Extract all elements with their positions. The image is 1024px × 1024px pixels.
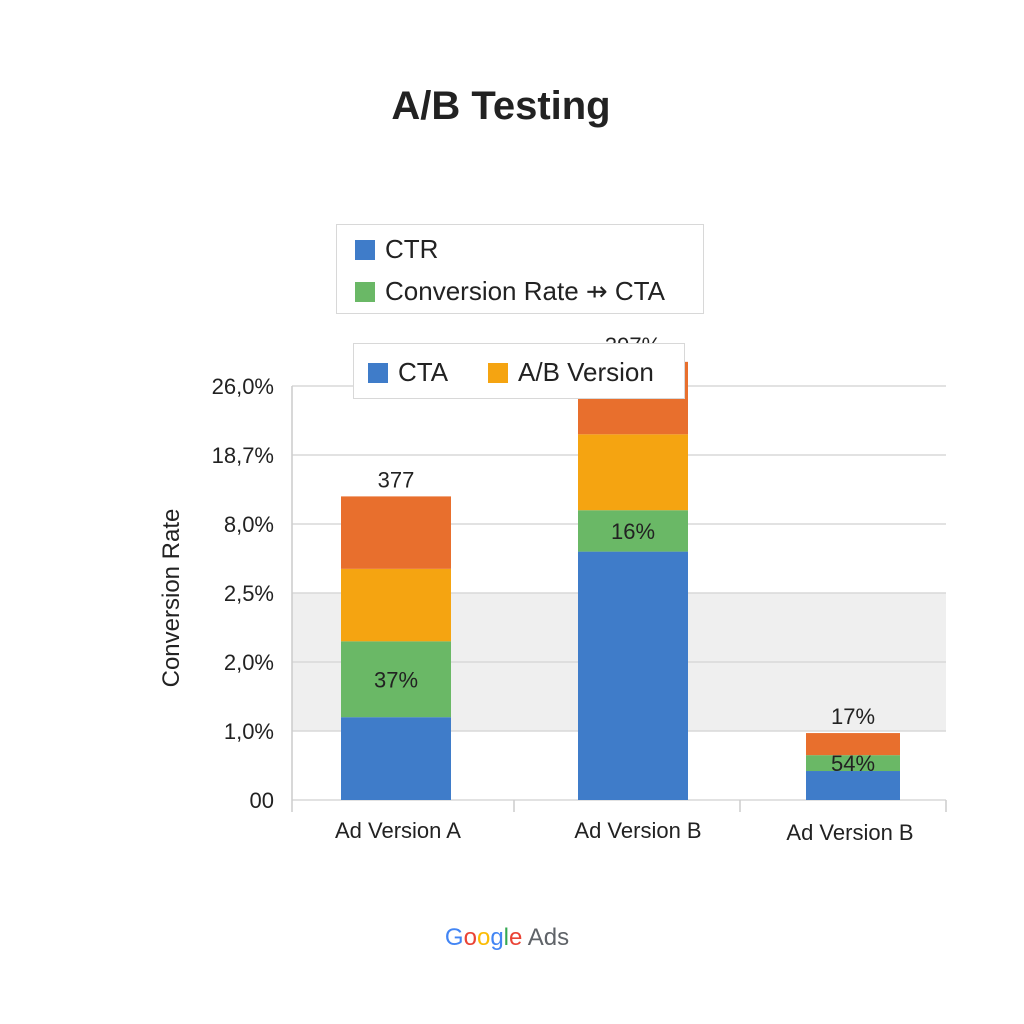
legend-swatch-ctr: [355, 239, 375, 260]
bar-segment: [341, 496, 451, 569]
data-label: 16%: [611, 519, 655, 544]
x-tick-label: Ad Version A: [335, 818, 461, 843]
ads-wordmark: Ads: [527, 924, 570, 951]
y-tick-label: 1,0%: [224, 719, 274, 744]
bar-segment: [341, 717, 451, 800]
legend-item-ab-version: A/B Version: [488, 357, 654, 388]
legend-item-cta: CTA: [368, 357, 448, 388]
legend-swatch-ab-version: [488, 362, 508, 383]
bar-segment: [578, 434, 688, 511]
y-tick-label: 8,0%: [224, 512, 274, 537]
bar-segment: [578, 510, 688, 552]
legend-item-conversion-rate: Conversion Rate ⇸ CTA: [355, 276, 665, 307]
legend-primary: CTR Conversion Rate ⇸ CTA: [336, 224, 704, 314]
google-wordmark: Google: [444, 924, 523, 951]
legend-swatch-conversion-rate: [355, 281, 375, 302]
legend-label-conversion-rate: Conversion Rate ⇸ CTA: [385, 276, 665, 306]
y-tick-label: 2,5%: [224, 581, 274, 606]
y-tick-label: 00: [250, 788, 274, 813]
legend-label-cta: CTA: [398, 357, 449, 387]
y-tick-label: 26,0%: [212, 374, 274, 399]
data-label: 37%: [374, 667, 418, 692]
bar-segment: [341, 568, 451, 642]
bar-segment: [806, 733, 900, 756]
y-axis-title: Conversion Rate: [158, 509, 185, 688]
legend-item-ctr: CTR: [355, 234, 438, 265]
google-ads-logo: Google Ads: [0, 924, 1014, 952]
legend-label-ctr: CTR: [385, 234, 439, 264]
y-tick-label: 18,7%: [212, 443, 274, 468]
bar-segment: [806, 755, 900, 772]
bar-total-label: 377: [378, 467, 415, 492]
x-tick-label: Ad Version B: [574, 818, 701, 843]
bar-segment: [341, 641, 451, 718]
x-tick-label: Ad Version B: [786, 820, 913, 845]
legend-label-ab-version: A/B Version: [518, 357, 654, 387]
legend-swatch-cta: [368, 362, 388, 383]
bar-segment: [578, 551, 688, 800]
y-tick-label: 2,0%: [224, 650, 274, 675]
legend-secondary: CTA A/B Version: [353, 343, 685, 399]
data-label: 54%: [831, 751, 875, 776]
bar-total-label: 17%: [831, 704, 875, 729]
bar-segment: [806, 771, 900, 800]
chart-title: A/B Testing: [391, 84, 611, 128]
